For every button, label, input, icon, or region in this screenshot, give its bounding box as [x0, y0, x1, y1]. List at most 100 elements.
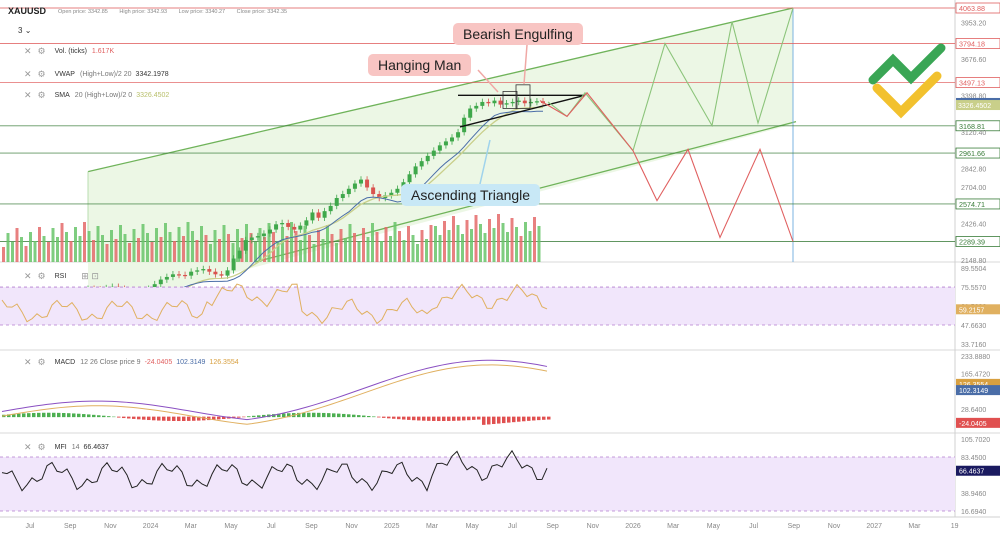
candle-body: [359, 179, 363, 184]
macd-histogram-bar: [402, 416, 406, 420]
volume-bar: [123, 234, 127, 262]
volume-bar: [168, 232, 172, 262]
macd-histogram-bar: [447, 416, 451, 421]
high-price: High price: 3342.93: [119, 9, 168, 15]
volume-bar: [290, 222, 293, 262]
close-icon[interactable]: ✕: [24, 271, 32, 281]
indicator-rsi[interactable]: ✕ ⚙ RSI ⊞ ⊡: [24, 271, 99, 282]
close-icon[interactable]: ✕: [24, 442, 32, 452]
candle-body: [377, 194, 382, 198]
volume-bar: [294, 231, 298, 262]
volume-bar: [492, 228, 496, 262]
macd-histogram-bar: [237, 416, 241, 418]
gear-icon[interactable]: ⚙: [37, 357, 46, 367]
rsi-line: [1, 283, 548, 325]
pattern-box-1: [502, 91, 518, 109]
volume-bar: [137, 238, 140, 262]
symbol-name[interactable]: XAUUSD: [8, 6, 47, 16]
time-tick-label: 2024: [143, 523, 159, 530]
volume-bar: [209, 244, 212, 262]
indicator-mfi[interactable]: ✕ ⚙ MFI 14 66.4637: [24, 442, 109, 453]
gear-icon[interactable]: ⚙: [37, 46, 46, 56]
indicator-name: SMA: [54, 92, 70, 99]
price-tick-label: 3953.20: [961, 21, 986, 28]
macd-histogram-bar: [87, 414, 91, 418]
candle-body: [456, 132, 461, 138]
gear-icon[interactable]: ⚙: [37, 90, 46, 100]
indicator-macd[interactable]: ✕ ⚙ MACD 12 26 Close price 9 -24.0405 102…: [24, 357, 239, 368]
indicator-params: 20 (High+Low)/2 0: [74, 92, 133, 99]
macd-histogram-bar: [307, 412, 311, 418]
indicator-params: 14: [71, 444, 80, 451]
candle-body: [443, 141, 448, 146]
settings-icon[interactable]: ⊞ ⊡: [81, 271, 99, 281]
volume-bar: [105, 244, 109, 262]
brand-logo: [868, 43, 946, 119]
macd-histogram-bar: [97, 415, 101, 418]
close-icon[interactable]: ✕: [24, 69, 32, 79]
level-price-tag: [955, 2, 1000, 14]
candle-body: [164, 276, 169, 280]
time-tick-label: Mar: [426, 523, 439, 530]
candle-body: [425, 155, 430, 162]
volume-bar: [537, 226, 541, 262]
timeframe-selector[interactable]: 3 ⌄: [18, 26, 31, 35]
macd-histogram-bar: [262, 414, 266, 418]
indicator-vwap[interactable]: ✕ ⚙ VWAP (High+Low)/2 20 3342.1978: [24, 69, 169, 80]
volume-bar: [528, 231, 532, 262]
candle-body: [334, 197, 339, 206]
level-price-tag: [955, 236, 1000, 247]
level-price-label: 4063.88: [959, 4, 985, 13]
rsi-tick-label: 33.7160: [961, 342, 986, 349]
time-tick-label: May: [466, 523, 480, 530]
volume-bar: [344, 238, 347, 262]
volume-bar: [236, 229, 239, 262]
volume-bar: [150, 242, 154, 262]
candle-body: [468, 108, 473, 118]
volume-bar: [182, 236, 185, 262]
macd-histogram-bar: [547, 416, 551, 420]
macd-histogram-bar: [102, 415, 106, 418]
macd-histogram-bar: [437, 416, 441, 422]
macd-histogram-bar: [427, 416, 431, 421]
volume-bar: [114, 239, 118, 262]
volume-bar: [429, 225, 433, 262]
close-icon[interactable]: ✕: [24, 90, 32, 100]
rsi-current-tag: [956, 304, 1000, 315]
indicator-sma[interactable]: ✕ ⚙ SMA 20 (High+Low)/2 0 3326.4502: [24, 90, 169, 101]
volume-bar: [38, 227, 41, 262]
indicator-vol[interactable]: ✕ ⚙ Vol. (ticks) 1.617K: [24, 46, 114, 57]
macd-histogram-bar: [197, 416, 201, 421]
close-icon[interactable]: ✕: [24, 46, 32, 56]
macd-histogram-bar: [92, 414, 96, 418]
indicator-value: 66.4637: [83, 444, 109, 451]
candle-body: [152, 284, 157, 289]
macd-histogram-bar: [222, 416, 226, 420]
macd-histogram-bar: [352, 414, 356, 418]
macd-histogram-bar: [537, 416, 541, 421]
price-tick-label: 3676.60: [961, 57, 986, 64]
candle-body: [450, 137, 454, 142]
macd-signal-line: [1, 364, 548, 425]
gear-icon[interactable]: ⚙: [37, 442, 46, 452]
volume-bar: [339, 229, 343, 262]
macd-histogram-bar: [422, 416, 426, 421]
time-tick-label: Mar: [908, 523, 921, 530]
price-tick-label: 2148.80: [961, 258, 986, 265]
volume-bar: [384, 227, 388, 262]
price-tick-label: 2704.00: [961, 185, 986, 192]
rsi-tick-label: 75.5570: [961, 285, 986, 292]
mfi-current-label: 66.4637: [959, 469, 984, 476]
close-icon[interactable]: ✕: [24, 357, 32, 367]
gear-icon[interactable]: ⚙: [37, 271, 46, 281]
volume-bar: [483, 233, 487, 262]
candle-body: [462, 117, 467, 133]
macd-histogram-bar: [52, 412, 56, 418]
volume-bar: [524, 222, 527, 262]
gear-icon[interactable]: ⚙: [37, 69, 46, 79]
volume-bar: [69, 241, 73, 262]
volume-bar: [83, 222, 86, 262]
volume-bar: [231, 243, 235, 262]
candle-body: [407, 174, 412, 183]
candle-body: [510, 101, 515, 104]
